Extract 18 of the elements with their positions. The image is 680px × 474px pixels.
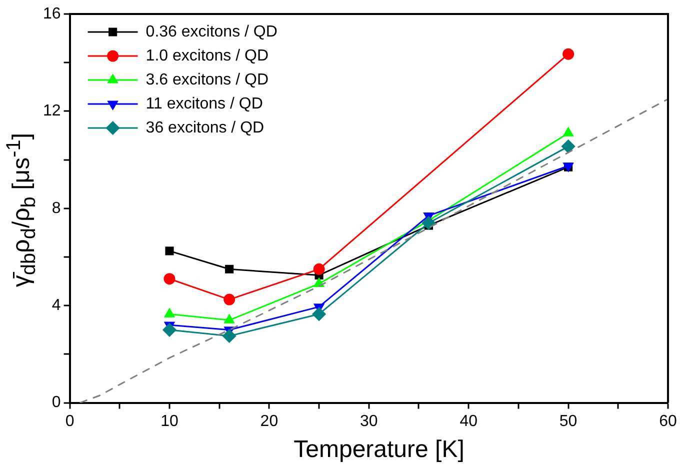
y-tick-label: 8	[52, 200, 61, 217]
legend-label: 3.6 excitons / QD	[146, 71, 269, 88]
legend-label: 0.36 excitons / QD	[146, 23, 278, 40]
y-tick-label: 4	[52, 297, 61, 314]
x-tick-label: 10	[160, 412, 178, 430]
y-tick-label: 16	[43, 5, 61, 22]
y-tick-label: 12	[43, 102, 61, 120]
x-tick-label: 50	[559, 412, 578, 430]
x-tick-label: 60	[659, 412, 677, 430]
y-tick-label: 0	[52, 394, 61, 412]
legend-label: 1.0 excitons / QD	[146, 47, 269, 64]
x-tick-label: 0	[65, 412, 74, 430]
x-axis-title: Temperature [K]	[292, 436, 466, 464]
x-tick-label: 20	[260, 412, 278, 430]
x-tick-label: 40	[460, 412, 478, 430]
legend-label: 36 excitons / QD	[146, 119, 264, 136]
x-tick-label: 30	[360, 412, 378, 430]
legend-label: 11 excitons / QD	[146, 95, 263, 112]
